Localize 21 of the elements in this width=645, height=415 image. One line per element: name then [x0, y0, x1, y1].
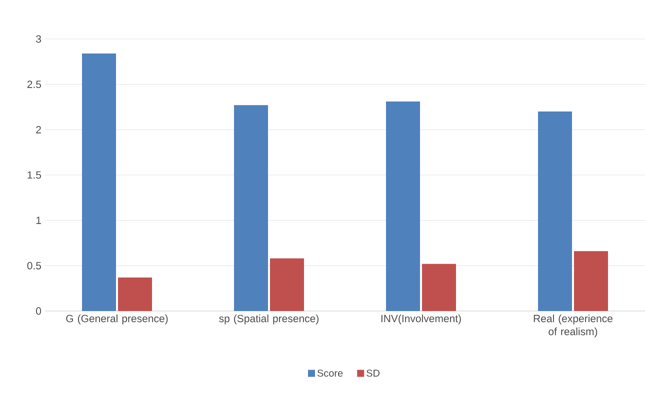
bar — [574, 251, 608, 311]
bar — [386, 102, 420, 311]
y-tick-label: 0.5 — [27, 262, 42, 270]
x-tick-label: G (General presence) — [66, 314, 168, 324]
y-tick-label: 2.5 — [27, 80, 42, 88]
legend-label: SD — [366, 370, 380, 377]
x-tick-label: INV(Involvement) — [381, 314, 461, 324]
bar — [422, 264, 456, 311]
y-tick-label: 1.5 — [28, 171, 42, 179]
y-tick-label: 2 — [36, 126, 41, 134]
y-tick-label: 3 — [36, 35, 42, 43]
y-tick-label: 0 — [36, 307, 42, 315]
bar — [234, 105, 268, 311]
bar — [118, 277, 152, 311]
x-tick-label: Real (experience of realism) — [534, 314, 612, 338]
bar — [270, 258, 304, 311]
bar — [82, 54, 116, 311]
legend-label: Score — [317, 370, 343, 377]
bar — [538, 112, 572, 311]
y-tick-label: 1 — [36, 216, 41, 224]
x-tick-label: sp (Spatial presence) — [219, 314, 319, 324]
